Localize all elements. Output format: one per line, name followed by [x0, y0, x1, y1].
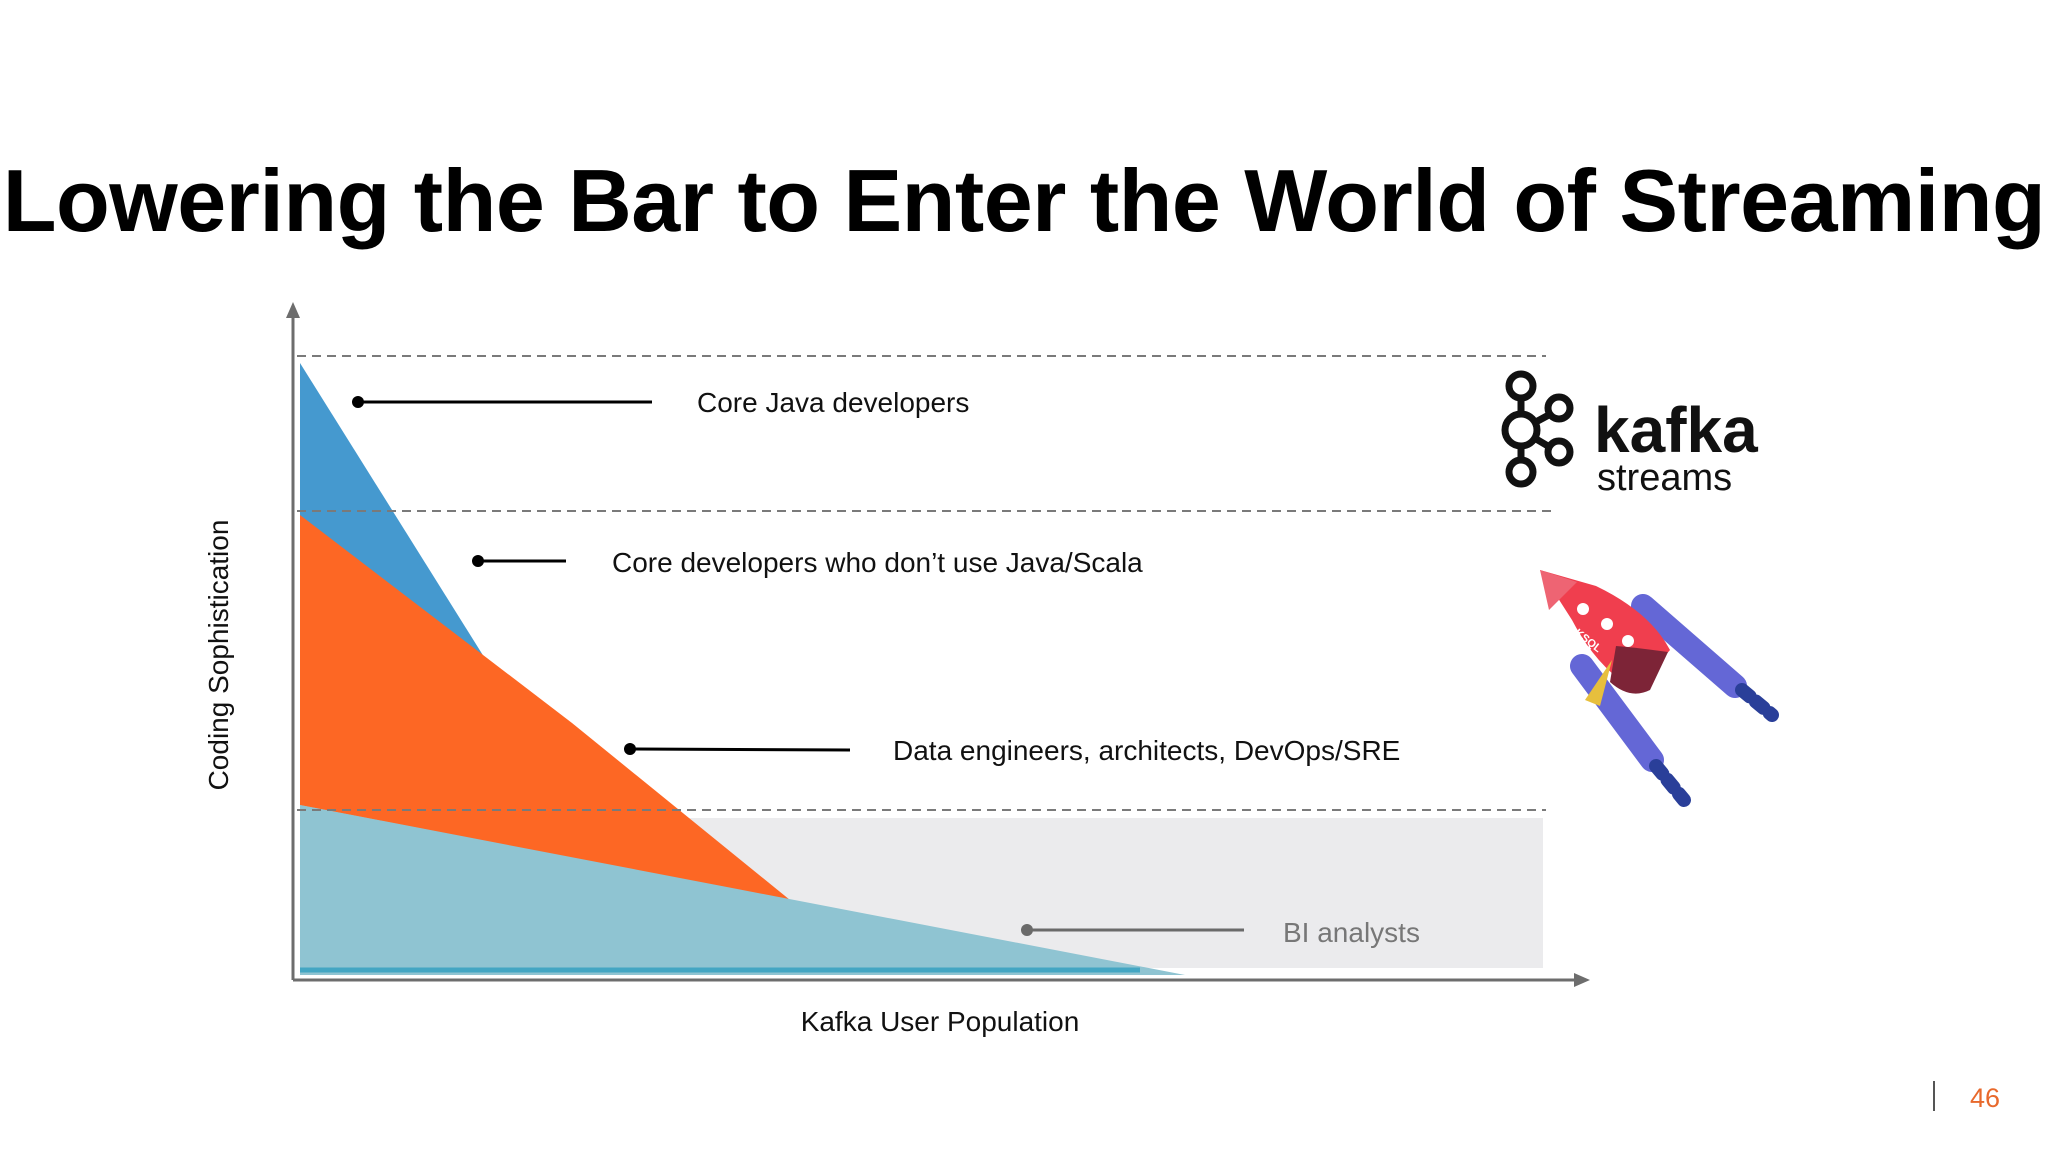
kafka-wordmark: kafka: [1594, 394, 1758, 466]
x-axis-label: Kafka User Population: [801, 1006, 1080, 1037]
y-axis-arrow-icon: [286, 302, 300, 318]
page-number: 46: [1970, 1083, 2001, 1113]
streams-wordmark: streams: [1597, 457, 1732, 499]
x-axis-arrow-icon: [1574, 973, 1590, 987]
ksql-rocket-icon: KSQL: [1540, 570, 1779, 807]
y-axis-label: Coding Sophistication: [203, 520, 234, 791]
kafka-streams-logo: kafka streams: [1501, 370, 1758, 499]
slide-title: Lowering the Bar to Enter the World of S…: [2, 151, 2046, 250]
tier-label-core-developers: Core developers who don’t use Java/Scala: [612, 547, 1143, 578]
tier-label-data-engineers: Data engineers, architects, DevOps/SRE: [893, 735, 1400, 766]
page-number-divider: [1933, 1081, 1935, 1111]
tier-label-core-java: Core Java developers: [697, 387, 969, 418]
kafka-icon: [1501, 370, 1574, 488]
tier-label-bi-analysts: BI analysts: [1283, 917, 1420, 948]
bi-analysts-area: [300, 805, 1185, 975]
callout-line-data-engineers: [629, 747, 851, 752]
